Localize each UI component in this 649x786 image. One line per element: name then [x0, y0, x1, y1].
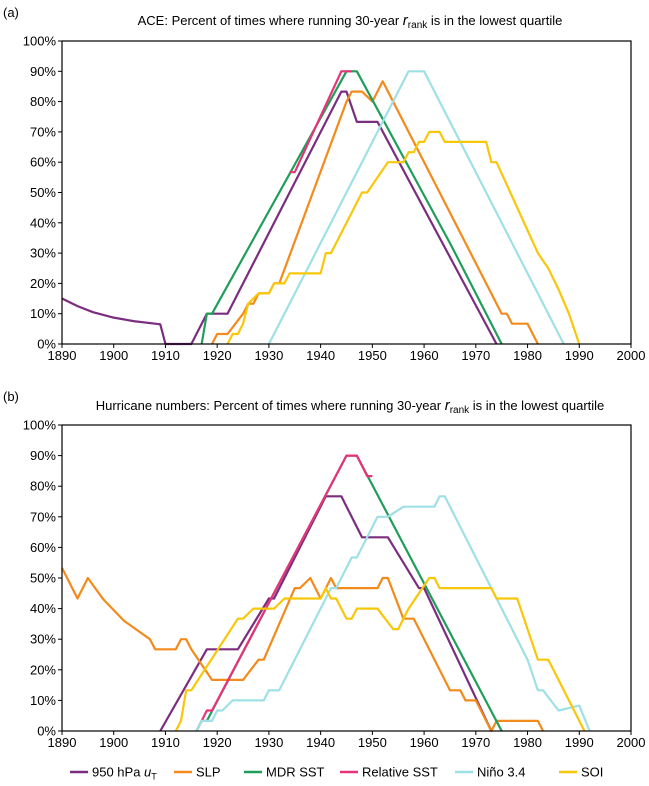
x-tick-label: 1940 [306, 348, 335, 363]
panel-label: (a) [3, 5, 19, 20]
legend-label-rel: Relative SST [362, 765, 438, 780]
x-tick-label: 1930 [254, 348, 283, 363]
series-line-rel [289, 70, 352, 174]
x-tick-label: 1920 [203, 348, 232, 363]
chart-title-subscript: rank [408, 20, 428, 31]
legend-label-soi: SOI [581, 765, 603, 780]
plot-frame [61, 40, 632, 345]
y-tick-label: 70% [30, 124, 56, 139]
y-tick-label: 40% [30, 601, 56, 616]
y-tick-label: 100% [23, 418, 57, 433]
y-tick-label: 20% [30, 662, 56, 677]
x-tick-label: 1910 [151, 348, 180, 363]
chart-title-text-end: is in the lowest quartile [427, 13, 562, 28]
series-line-wind [159, 495, 493, 732]
chart-title: ACE: Percent of times where running 30-y… [138, 12, 563, 31]
chart-title-symbol: r [445, 397, 451, 414]
x-tick-label: 1960 [410, 735, 439, 750]
x-tick-label: 1920 [203, 735, 232, 750]
y-tick-label: 20% [30, 276, 56, 291]
chart-title-text: Hurricane numbers: Percent of times wher… [96, 398, 445, 413]
series-line-slp [61, 567, 545, 733]
series-line-mdr [200, 70, 503, 345]
y-tick-label: 70% [30, 509, 56, 524]
y-tick-label: 30% [30, 246, 56, 261]
y-tick-label: 60% [30, 155, 56, 170]
chart-title-text-end: is in the lowest quartile [469, 398, 604, 413]
chart-title-symbol: r [403, 12, 409, 29]
series-line-nino [267, 70, 565, 345]
y-tick-label: 60% [30, 540, 56, 555]
x-tick-label: 1970 [461, 348, 490, 363]
y-tick-label: 10% [30, 693, 56, 708]
x-tick-label: 1980 [513, 735, 542, 750]
y-tick-label: 50% [30, 185, 56, 200]
x-tick-label: 2000 [617, 348, 646, 363]
y-tick-label: 80% [30, 94, 56, 109]
x-tick-label: 1990 [565, 348, 594, 363]
y-tick-label: 100% [23, 34, 57, 49]
y-tick-label: 0% [37, 337, 56, 352]
legend-label-nino: Niño 3.4 [477, 765, 525, 780]
y-tick-label: 80% [30, 479, 56, 494]
y-tick-label: 90% [30, 64, 56, 79]
plot-frame [61, 424, 632, 732]
x-tick-label: 1950 [358, 348, 387, 363]
x-tick-label: 1990 [565, 735, 594, 750]
chart-title-subscript: rank [450, 405, 470, 416]
y-tick-label: 30% [30, 632, 56, 647]
x-tick-label: 1930 [254, 735, 283, 750]
panel-label: (b) [3, 389, 19, 404]
x-tick-label: 1900 [99, 348, 128, 363]
x-tick-label: 1980 [513, 348, 542, 363]
x-tick-label: 1890 [48, 735, 77, 750]
y-tick-label: 90% [30, 448, 56, 463]
y-tick-label: 10% [30, 306, 56, 321]
series-line-wind [61, 90, 498, 346]
series-line-nino [195, 495, 591, 732]
chart-title-text: ACE: Percent of times where running 30-y… [138, 13, 403, 28]
x-tick-label: 1900 [99, 735, 128, 750]
legend-label-wind: 950 hPa uT [92, 765, 157, 782]
series-line-rel [195, 454, 373, 732]
x-tick-label: 1950 [358, 735, 387, 750]
y-tick-label: 50% [30, 571, 56, 586]
series-line-soi [226, 130, 581, 345]
y-tick-label: 40% [30, 215, 56, 230]
chart-title: Hurricane numbers: Percent of times wher… [96, 397, 605, 416]
x-tick-label: 1970 [461, 735, 490, 750]
x-tick-label: 1960 [410, 348, 439, 363]
x-tick-label: 1910 [151, 735, 180, 750]
x-tick-label: 1890 [48, 348, 77, 363]
legend-label-slp: SLP [196, 765, 221, 780]
y-tick-label: 0% [37, 724, 56, 739]
series-line-slp [211, 80, 539, 345]
x-tick-label: 1940 [306, 735, 335, 750]
series-line-soi [174, 576, 586, 732]
x-tick-label: 2000 [617, 735, 646, 750]
legend-label-mdr: MDR SST [266, 765, 325, 780]
